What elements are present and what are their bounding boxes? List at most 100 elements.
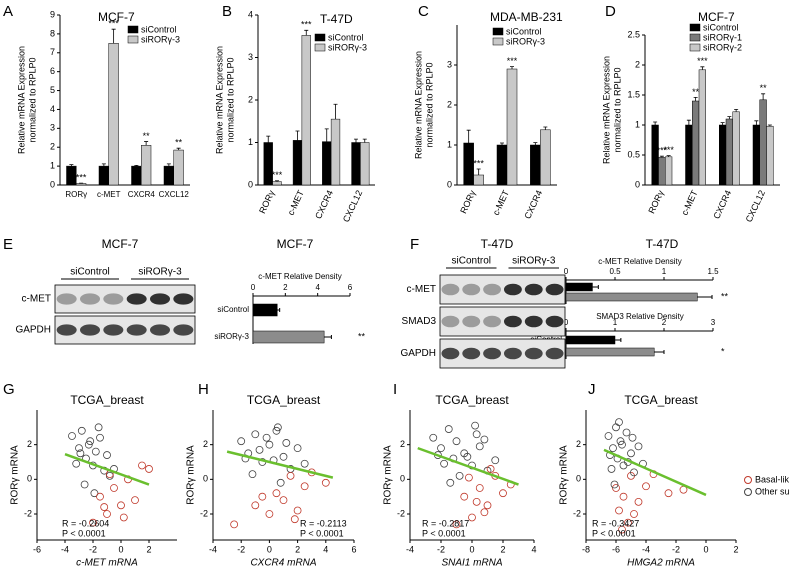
y-tick-label: -2 [200,508,208,518]
point [619,461,628,470]
row-label: GAPDH [15,325,51,336]
x-tick-label: 1.5 [707,267,719,276]
bar [725,118,733,186]
point [94,423,103,432]
error-bar [754,120,759,125]
bar [565,292,698,302]
blot-band [545,315,564,328]
point [77,426,86,435]
x-tick-label: CXCR4 [522,189,544,221]
point [290,515,299,524]
bar [272,181,282,186]
blot-panel [439,274,566,305]
x-tick-label: 2 [662,318,667,327]
blot-band [56,324,77,336]
x-axis-label: CXCR4 mRNA [250,558,316,569]
bar [540,129,551,186]
point [446,478,455,487]
bar [732,111,740,186]
bar [658,157,666,186]
significance: *** [663,145,674,155]
blot-band [524,315,543,328]
point [321,478,330,487]
point [618,440,626,449]
point [138,461,146,470]
significance: ** [692,87,700,97]
x-tick-label: CXCL12 [341,189,364,224]
blot-band [545,283,564,296]
bar [76,183,87,186]
y-tick-label: 2 [248,94,253,104]
point [145,465,153,473]
blot-band [503,347,522,360]
trend-line [417,446,519,486]
y-tick-label: 1 [50,160,55,170]
error-bar [734,109,739,112]
point [619,492,628,501]
significance: ** [143,131,151,141]
panel-letter: H [198,381,209,398]
blot-band [173,293,194,305]
group-label: siRORγ-3 [138,267,182,278]
chart-title: T-47D [646,237,679,251]
y-tick-label: -2 [397,508,405,518]
y-tick-label: 1 [248,137,253,147]
bar [473,174,484,186]
error-bar [166,163,171,167]
y-tick-label: 2 [635,59,640,69]
legend-label: siControl [506,26,542,36]
bar [565,347,655,357]
y-tick-label: 3 [447,59,452,69]
y-tick-label: 0 [27,474,32,484]
bar [252,330,325,344]
point [612,423,620,432]
bar [463,142,474,186]
group-label: siRORγ-3 [512,256,556,267]
error-bar [362,138,367,143]
error-bar [592,285,599,289]
point [472,430,481,439]
point [630,510,638,518]
point [293,506,302,515]
bar [163,165,174,186]
bar [692,100,700,186]
x-tick-label: 2 [500,544,505,554]
point [286,471,295,480]
group-label: siControl [452,256,491,267]
chart-subtitle: SMAD3 Relative Density [596,312,684,321]
y-tick-label: 0 [50,179,55,189]
y-axis-label: Relative mRNA Expression [601,56,611,164]
bar [565,282,593,292]
x-tick-label: 0 [469,544,474,554]
error-bar [653,121,658,125]
error-bar [510,66,514,69]
point [664,489,673,498]
panel-letter: F [410,236,419,253]
error-bar [324,335,332,339]
y-axis-label: RORγ mRNA [383,445,394,505]
x-tick-label: 0 [251,283,256,292]
y-axis-label: RORγ mRNA [186,445,197,505]
bar [759,99,767,186]
point [86,437,95,446]
stat-annotation: P < 0.0001 [300,528,344,538]
point [251,430,260,439]
error-bar [144,141,149,146]
error-bar [666,155,671,157]
point [251,501,260,510]
point [463,452,472,461]
significance: *** [76,172,87,182]
x-tick-label: -8 [582,544,590,554]
bar [252,303,278,317]
point [96,492,104,501]
point [452,520,461,529]
x-tick-label: -4 [642,544,650,554]
blot-panel [439,306,566,337]
legend-swatch [689,23,701,32]
point [609,444,617,453]
row-label: c-MET [407,284,436,295]
point [119,513,128,522]
bar [698,69,706,186]
error-bar [767,124,772,127]
